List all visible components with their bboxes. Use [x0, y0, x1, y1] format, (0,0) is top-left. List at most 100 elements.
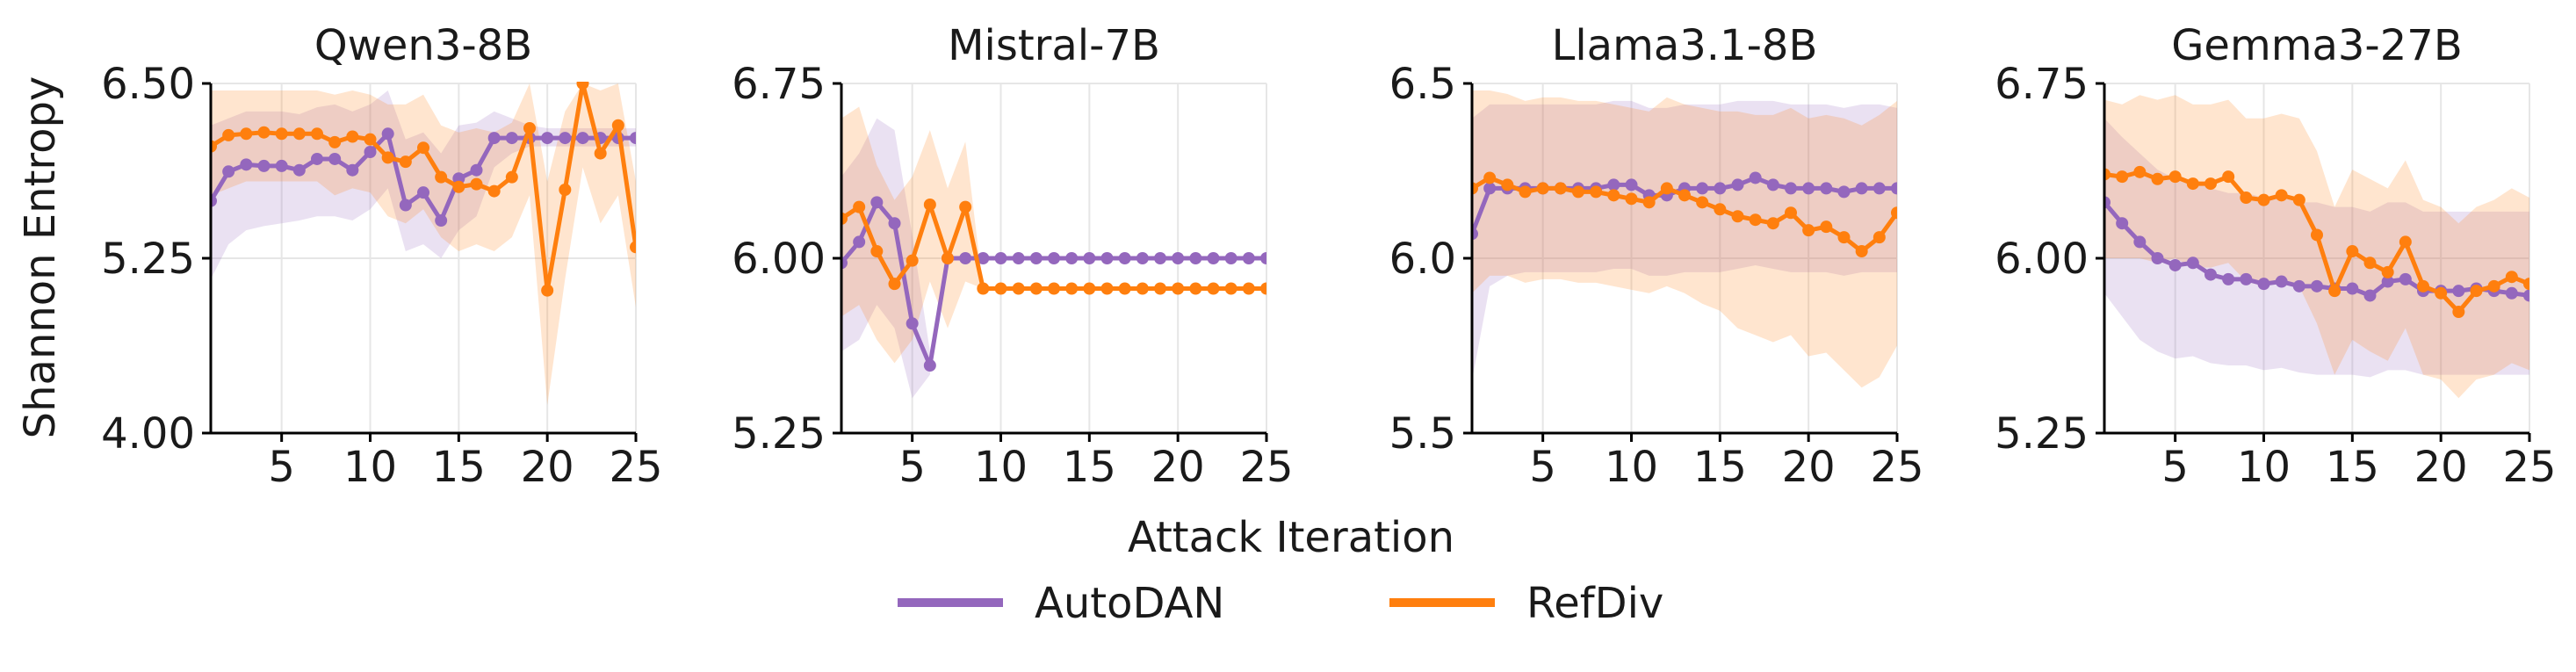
point-refdiv — [1154, 282, 1166, 295]
point-refdiv — [381, 151, 394, 164]
point-refdiv — [1172, 282, 1185, 295]
x-tick-label: 25 — [609, 443, 662, 492]
point-autodan — [1766, 178, 1779, 191]
band-refdiv — [841, 106, 1266, 364]
point-autodan — [1696, 182, 1709, 195]
point-refdiv — [1472, 182, 1478, 195]
point-autodan — [870, 196, 884, 209]
x-tick-label: 15 — [432, 443, 486, 492]
band-refdiv — [2104, 95, 2529, 399]
band-autodan — [1472, 100, 1897, 381]
point-autodan — [1260, 252, 1266, 264]
point-autodan — [994, 252, 1007, 264]
point-refdiv — [1536, 182, 1549, 195]
point-autodan — [2257, 278, 2270, 291]
point-autodan — [1012, 252, 1025, 264]
point-autodan — [487, 132, 501, 145]
point-refdiv — [1678, 189, 1691, 202]
point-refdiv — [576, 82, 589, 90]
point-autodan — [2523, 289, 2529, 302]
x-tick-label: 25 — [1870, 443, 1923, 492]
point-autodan — [853, 235, 866, 249]
point-refdiv — [1714, 203, 1727, 216]
point-refdiv — [523, 121, 536, 134]
point-refdiv — [1501, 178, 1514, 191]
x-axis-label: Attack Iteration — [1128, 513, 1454, 562]
point-refdiv — [1785, 206, 1797, 220]
point-refdiv — [906, 254, 919, 267]
point-autodan — [977, 252, 990, 264]
point-autodan — [292, 163, 306, 177]
point-refdiv — [594, 147, 607, 160]
point-refdiv — [2204, 177, 2217, 191]
point-refdiv — [1483, 171, 1497, 184]
point-refdiv — [257, 126, 271, 139]
legend-label-autodan: AutoDAN — [1035, 579, 1224, 628]
point-refdiv — [2363, 257, 2377, 270]
point-refdiv — [2435, 286, 2448, 300]
band-autodan — [2104, 118, 2529, 378]
point-refdiv — [2346, 245, 2359, 258]
x-tick-label: 5 — [268, 443, 295, 492]
point-autodan — [1837, 185, 1851, 199]
point-refdiv — [399, 155, 412, 169]
x-tick-label: 25 — [2502, 443, 2556, 492]
plot-area — [2104, 95, 2529, 399]
point-autodan — [559, 132, 572, 145]
point-refdiv — [452, 180, 465, 193]
point-refdiv — [1590, 185, 1603, 199]
point-autodan — [1607, 178, 1620, 191]
y-tick-label: 6.0 — [1389, 235, 1456, 284]
panel-llama3-1-8b: 5 10 15 20 25 5.5 6.0 6.5 Llama3.1-8B — [1389, 21, 1924, 492]
panel-title: Qwen3-8B — [314, 21, 532, 70]
plot-area — [841, 106, 1266, 399]
point-refdiv — [2168, 170, 2182, 184]
point-refdiv — [1731, 210, 1744, 223]
point-refdiv — [2104, 168, 2111, 181]
point-autodan — [1802, 182, 1815, 195]
point-autodan — [1172, 252, 1185, 264]
point-refdiv — [2257, 193, 2270, 206]
y-tick-label: 6.50 — [101, 60, 195, 109]
y-tick-label: 5.5 — [1389, 409, 1456, 459]
point-refdiv — [870, 245, 884, 258]
point-refdiv — [1696, 196, 1709, 209]
point-refdiv — [1802, 224, 1815, 237]
point-autodan — [275, 159, 288, 172]
point-refdiv — [2328, 285, 2341, 298]
point-refdiv — [1224, 282, 1237, 295]
point-autodan — [381, 127, 394, 141]
point-autodan — [2186, 257, 2199, 270]
panel-qwen3-8b: 5 10 15 20 25 4.00 5.25 6.50 Qwen3-8B — [101, 21, 662, 492]
panel-title: Mistral-7B — [948, 21, 1160, 70]
point-autodan — [2275, 275, 2288, 288]
point-autodan — [2381, 275, 2394, 288]
point-refdiv — [611, 119, 624, 132]
point-refdiv — [435, 170, 448, 184]
point-autodan — [2168, 258, 2182, 271]
point-refdiv — [2275, 189, 2288, 202]
y-tick-label: 6.00 — [732, 235, 826, 284]
point-refdiv — [417, 141, 429, 155]
point-autodan — [1083, 252, 1096, 264]
point-refdiv — [1837, 231, 1851, 244]
x-tick-label: 15 — [1693, 443, 1747, 492]
point-autodan — [257, 159, 271, 172]
point-autodan — [1891, 182, 1897, 195]
point-autodan — [2240, 272, 2253, 285]
point-refdiv — [311, 127, 323, 141]
point-refdiv — [1029, 282, 1043, 295]
y-tick-label: 6.75 — [1995, 60, 2089, 109]
x-tick-label: 20 — [521, 443, 574, 492]
point-refdiv — [364, 133, 377, 146]
point-refdiv — [1519, 185, 1532, 199]
point-refdiv — [853, 200, 866, 213]
point-autodan — [1048, 252, 1060, 264]
point-refdiv — [2523, 278, 2529, 291]
panel-title: Gemma3-27B — [2171, 21, 2463, 70]
point-refdiv — [505, 170, 518, 184]
point-refdiv — [2487, 279, 2500, 293]
point-autodan — [240, 158, 253, 171]
point-autodan — [541, 132, 554, 145]
point-refdiv — [328, 135, 342, 148]
